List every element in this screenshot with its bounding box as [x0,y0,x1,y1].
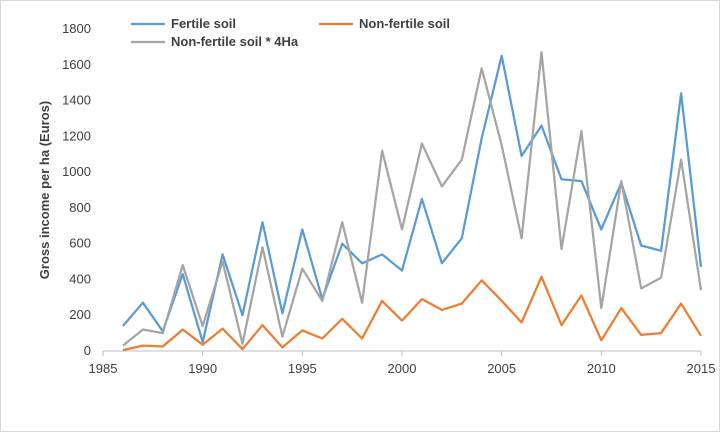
y-tick-label: 0 [84,343,91,358]
series-line-0 [122,54,703,344]
x-tick-label: 2005 [487,361,516,376]
y-tick-label: 1600 [62,57,91,72]
legend-label-0: Fertile soil [171,16,236,31]
x-tick-label: 1995 [288,361,317,376]
series-line-2 [122,51,703,347]
series-layer [122,51,703,352]
y-tick-labels: 0 200 400 600 800 1000 1200 1400 1600 1800 [62,21,91,358]
legend-label-1: Non-fertile soil [359,16,450,31]
legend: Fertile soil Non-fertile soil Non-fertile … [131,16,450,49]
legend-label-2: Non-fertile soil * 4Ha [171,34,299,49]
y-axis-label: Gross income per ha (Euros) [37,101,52,279]
series-line-1 [122,275,702,352]
y-tick-label: 1000 [62,164,91,179]
x-tick-label: 1990 [188,361,217,376]
y-tick-label: 800 [69,200,91,215]
y-tick-label: 1800 [62,21,91,36]
x-tick-label: 1985 [89,361,118,376]
x-tick-labels: 1985 1990 1995 2000 2005 2010 2015 [89,351,716,376]
y-tick-label: 1200 [62,128,91,143]
y-tick-label: 400 [69,271,91,286]
y-tick-label: 1400 [62,93,91,108]
x-tick-label: 2015 [687,361,716,376]
y-tick-label: 200 [69,307,91,322]
x-tick-label: 2000 [388,361,417,376]
y-tick-label: 600 [69,236,91,251]
x-tick-label: 2010 [587,361,616,376]
